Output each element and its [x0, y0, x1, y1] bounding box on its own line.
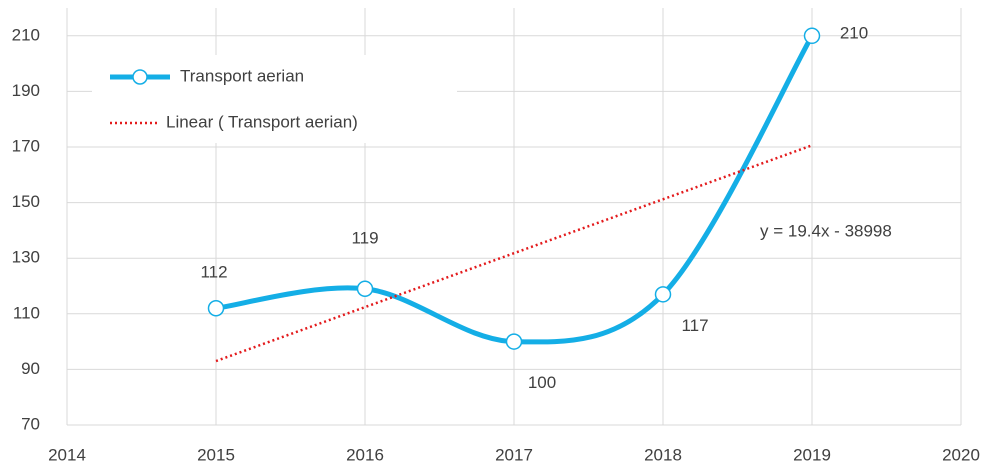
- y-tick-label: 210: [12, 25, 40, 44]
- x-tick-label: 2019: [793, 445, 831, 464]
- data-label: 210: [840, 23, 868, 42]
- data-point: [505, 333, 523, 350]
- y-tick-label: 190: [12, 81, 40, 100]
- legend-marker: [132, 69, 148, 85]
- x-tick-label: 2020: [942, 445, 980, 464]
- legend-label: Linear ( Transport aerian): [166, 112, 358, 131]
- data-point: [654, 286, 672, 303]
- x-tick-label: 2014: [48, 445, 86, 464]
- y-tick-label: 130: [12, 248, 40, 267]
- data-label: 112: [200, 263, 227, 282]
- data-point: [207, 299, 225, 317]
- data-point: [356, 280, 374, 298]
- x-tick-label: 2018: [644, 445, 682, 464]
- y-tick-label: 70: [21, 414, 40, 433]
- x-tick-label: 2015: [197, 445, 235, 464]
- plot: [207, 27, 821, 363]
- trendline: [215, 144, 813, 363]
- series-line: [215, 34, 815, 345]
- trendline-equation: y = 19.4x - 38998: [760, 221, 892, 240]
- data-point: [803, 27, 821, 45]
- data-label: 119: [351, 228, 378, 247]
- y-tick-label: 170: [12, 136, 40, 155]
- legend-label: Transport aerian: [180, 66, 304, 85]
- data-label: 100: [528, 373, 556, 392]
- legend-box: [92, 55, 457, 143]
- x-tick-label: 2017: [495, 445, 533, 464]
- y-tick-label: 90: [21, 359, 40, 378]
- y-tick-label: 110: [13, 303, 40, 322]
- x-tick-label: 2016: [346, 445, 384, 464]
- y-tick-label: 150: [12, 192, 40, 211]
- data-label: 117: [681, 316, 708, 335]
